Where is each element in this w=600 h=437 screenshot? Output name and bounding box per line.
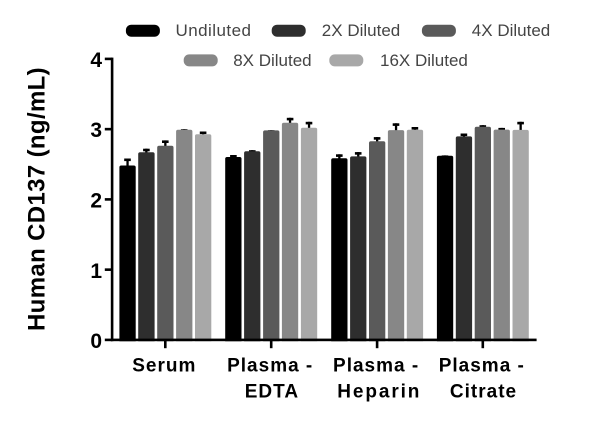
svg-text:4: 4 [90,49,102,72]
svg-text:16X Diluted: 16X Diluted [380,51,468,70]
svg-text:2X Diluted: 2X Diluted [322,21,400,40]
svg-text:4X Diluted: 4X Diluted [472,21,550,40]
svg-text:Plasma -: Plasma - [439,356,525,377]
svg-text:EDTA: EDTA [245,382,299,403]
svg-text:Serum: Serum [132,356,196,377]
svg-text:0: 0 [90,330,102,353]
svg-text:Citrate: Citrate [450,382,517,403]
svg-text:Heparin: Heparin [337,382,421,403]
svg-text:Plasma -: Plasma - [333,356,419,377]
svg-text:1: 1 [90,260,102,283]
svg-text:8X Diluted: 8X Diluted [233,51,311,70]
svg-text:2: 2 [90,190,102,213]
svg-text:3: 3 [90,119,102,142]
svg-text:Plasma -: Plasma - [227,356,313,377]
svg-text:Undiluted: Undiluted [176,21,252,40]
svg-text:Human CD137 (ng/mL): Human CD137 (ng/mL) [23,67,50,331]
